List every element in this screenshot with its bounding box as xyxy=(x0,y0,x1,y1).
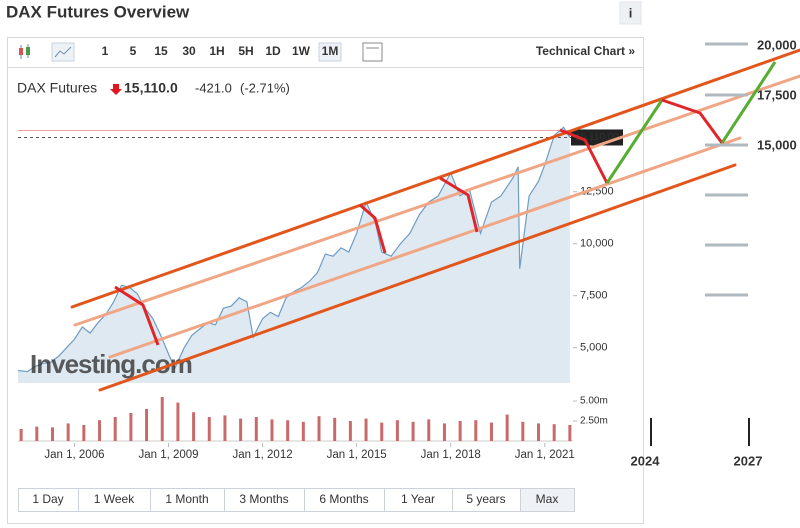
range-button[interactable] xyxy=(520,488,575,512)
interval-button[interactable]: 30 xyxy=(182,44,196,58)
down-arrow xyxy=(110,84,122,95)
volume-bar xyxy=(66,423,70,441)
range-button-label[interactable]: 5 years xyxy=(466,492,505,506)
volume-bar xyxy=(489,422,493,441)
swing-annotations xyxy=(114,61,777,346)
volume-bar xyxy=(348,421,352,441)
volume-bar xyxy=(317,416,321,441)
interval-button[interactable]: 1M xyxy=(322,44,339,58)
plot: 5,000 7,500 10,000 12,500 15,110.00 Jan 1, 20… xyxy=(17,126,623,461)
volume-bar xyxy=(364,418,368,441)
interval-button[interactable]: 1D xyxy=(265,44,281,58)
interval-selected[interactable] xyxy=(318,42,342,62)
y-tick-label: 10,000 xyxy=(580,238,614,250)
projection-axis xyxy=(705,42,748,297)
projection-y-label: 15,000 xyxy=(757,137,797,152)
range-button-label[interactable]: 1 Day xyxy=(32,492,63,506)
y-tick-label: 12,500 xyxy=(580,186,614,198)
volume-bar xyxy=(160,397,164,441)
page-title: DAX Futures Overview xyxy=(6,2,190,21)
volume-bar xyxy=(207,417,211,441)
volume-bar xyxy=(442,423,446,441)
volume-bar xyxy=(50,427,54,441)
volume-bar xyxy=(521,421,525,441)
volume-bar xyxy=(239,418,243,441)
volume-bar xyxy=(254,417,258,441)
info-icon[interactable]: i xyxy=(629,5,633,20)
instrument-name: DAX Futures xyxy=(17,80,97,96)
range-button-label[interactable]: Max xyxy=(536,492,559,506)
x-tick-label: Jan 1, 2012 xyxy=(233,449,293,461)
volume-y-tick-label: 2.50m xyxy=(580,416,608,427)
range-button-label[interactable]: 3 Months xyxy=(239,492,288,506)
projection-y-label: 20,000 xyxy=(757,37,797,52)
interval-button[interactable]: 1W xyxy=(292,44,311,58)
change-percent: (-2.71%) xyxy=(240,80,290,95)
range-button-label[interactable]: 1 Month xyxy=(165,492,208,506)
volume-bar xyxy=(192,412,196,441)
interval-button[interactable]: 1H xyxy=(209,44,224,58)
volume-bar xyxy=(380,422,384,441)
volume-bar xyxy=(474,420,478,441)
volume-bar xyxy=(427,419,431,441)
y-tick-label: 7,500 xyxy=(580,290,608,302)
interval-button[interactable]: 15 xyxy=(154,44,168,58)
x-tick-label: Jan 1, 2018 xyxy=(421,449,481,461)
range-button-label[interactable]: 1 Year xyxy=(401,492,435,506)
settings-icon[interactable] xyxy=(362,42,383,62)
projection-y-label: 17,500 xyxy=(757,87,797,102)
projection-x-label: 2027 xyxy=(734,453,763,468)
volume-bar xyxy=(19,429,23,441)
change: -421.0 xyxy=(195,80,232,95)
volume-bar xyxy=(458,421,462,441)
volume-bar xyxy=(270,419,274,441)
x-tick-label: Jan 1, 2009 xyxy=(138,449,198,461)
volume-bar xyxy=(129,413,133,441)
candle-icon[interactable] xyxy=(19,44,30,59)
projection-x-label: 2024 xyxy=(631,453,661,468)
x-tick-label: Jan 1, 2021 xyxy=(515,449,575,461)
volume-bar xyxy=(286,420,290,441)
volume-bar xyxy=(176,402,180,441)
channel xyxy=(70,48,800,392)
volume-bar xyxy=(333,417,337,441)
volume-y-tick-label: 5.00m xyxy=(580,396,608,407)
volume-bar xyxy=(537,423,541,441)
volume-bar xyxy=(145,409,149,441)
range-button-label[interactable]: 6 Months xyxy=(319,492,368,506)
watermark: Investing.com xyxy=(30,349,192,379)
range-button-label[interactable]: 1 Week xyxy=(94,492,135,506)
area-icon-line xyxy=(54,46,72,58)
technical-chart-link[interactable]: Technical Chart » xyxy=(536,44,635,58)
area-icon[interactable] xyxy=(51,42,75,62)
volume-bar xyxy=(552,424,556,441)
price: 15,110.0 xyxy=(124,80,178,96)
volume-bar xyxy=(223,415,227,441)
interval-button[interactable]: 5 xyxy=(130,44,137,58)
interval-button[interactable]: 5H xyxy=(238,44,253,58)
volume-bar xyxy=(505,414,509,441)
y-tick-label: 5,000 xyxy=(580,342,608,354)
x-tick-label: Jan 1, 2015 xyxy=(327,449,387,461)
volume-bar xyxy=(301,421,305,441)
widget-frame xyxy=(7,37,644,524)
volume-bar xyxy=(411,421,415,441)
info-button[interactable] xyxy=(619,1,642,25)
volume-bar xyxy=(98,420,102,441)
volume-bar xyxy=(395,420,399,441)
volume-bar xyxy=(35,426,39,441)
last-price-label: 15,110.00 xyxy=(575,132,619,143)
interval-button[interactable]: 1 xyxy=(102,44,109,58)
volume-bar xyxy=(82,425,86,441)
x-tick-label: Jan 1, 2006 xyxy=(44,449,104,461)
volume-bar xyxy=(113,417,117,441)
price-line xyxy=(17,126,571,373)
volume-bar xyxy=(568,425,572,441)
price-area xyxy=(18,127,570,383)
